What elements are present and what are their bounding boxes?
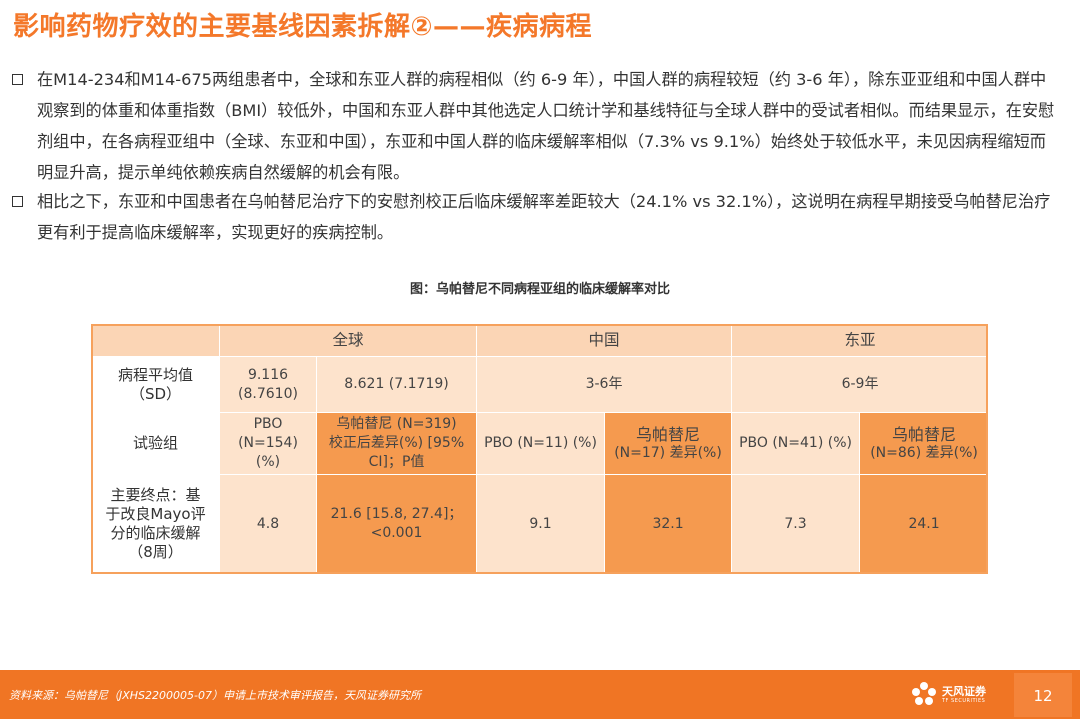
bullet-item: 相比之下，东亚和中国患者在乌帕替尼治疗下的安慰剂校正后临床缓解率差距较大（24.… — [12, 186, 1062, 248]
cell-line: (8.7610) — [238, 385, 298, 402]
logo-subtitle: TF SECURITIES — [942, 698, 986, 704]
cell-line: (N=17) 差异(%) — [614, 444, 722, 461]
figure-caption: 图：乌帕替尼不同病程亚组的临床缓解率对比 — [409, 282, 670, 297]
square-bullet-icon — [12, 74, 23, 85]
bullet-item: 在M14-234和M14-675两组患者中，全球和东亚人群的病程相似（约 6-9… — [12, 64, 1062, 188]
cell-china-upa-group: 乌帕替尼 (N=17) 差异(%) — [604, 412, 733, 475]
row-label-line: 主要终点：基 — [110, 486, 201, 504]
cell-ea-upa-group: 乌帕替尼 (N=86) 差异(%) — [859, 412, 990, 475]
table-row: 病程平均值 （SD） 9.116 (8.7610) 8.621 (7.1719)… — [91, 356, 990, 413]
cell-line: (N=86) 差异(%) — [870, 444, 978, 461]
cell-line: 校正后差异(%) [95% — [328, 435, 465, 451]
row-label-line: 于改良Mayo评 — [105, 505, 206, 523]
cell-line: CI]；P值 — [368, 454, 425, 470]
row-label-group: 试验组 — [91, 412, 220, 475]
cell-china-upa-endpoint: 32.1 — [604, 474, 733, 574]
cell-ea-upa-endpoint: 24.1 — [859, 474, 990, 574]
cell-global-upa-group: 乌帕替尼 (N=319) 校正后差异(%) [95% CI]；P值 — [315, 412, 478, 475]
page-number: 12 — [1014, 673, 1072, 717]
cell-china-pbo-endpoint: 9.1 — [476, 474, 606, 574]
header-corner-cell — [91, 324, 220, 357]
row-label-line: （SD） — [129, 384, 182, 403]
header-china: 中国 — [476, 324, 733, 357]
header-east-asia: 东亚 — [731, 324, 990, 357]
cell-ea-pbo-endpoint: 7.3 — [731, 474, 861, 574]
cell-global-pbo-duration: 9.116 (8.7610) — [219, 356, 317, 413]
comparison-table: 全球 中国 东亚 病程平均值 （SD） 9.116 (8.7610) 8.621… — [91, 324, 990, 574]
cell-line: 9.116 — [247, 366, 289, 383]
bullet-text: 相比之下，东亚和中国患者在乌帕替尼治疗下的安慰剂校正后临床缓解率差距较大（24.… — [37, 192, 1051, 242]
cell-china-duration: 3-6年 — [476, 356, 733, 413]
company-logo: 天风证券 TF SECURITIES — [910, 679, 1002, 711]
row-label-line: （8周） — [128, 543, 183, 561]
cell-line: <0.001 — [370, 525, 423, 541]
cell-global-upa-endpoint: 21.6 [15.8, 27.4]； <0.001 — [315, 474, 478, 574]
row-label-line: 病程平均值 — [117, 365, 193, 384]
footer-source: 资料来源：乌帕替尼（JXHS2200005-07）申请上市技术审评报告，天风证券… — [9, 689, 421, 702]
row-label-line: 分的临床缓解 — [110, 524, 201, 542]
table-row: 试验组 PBO (N=154) (%) 乌帕替尼 (N=319) 校正后差异(%… — [91, 412, 990, 475]
cell-line: 乌帕替尼 — [892, 424, 957, 444]
cell-line: (%) — [255, 454, 281, 470]
table-row: 主要终点：基 于改良Mayo评 分的临床缓解 （8周） 4.8 21.6 [15… — [91, 474, 990, 574]
slide-title: 影响药物疗效的主要基线因素拆解②——疾病病程 — [13, 12, 593, 42]
footer-bar: 资料来源：乌帕替尼（JXHS2200005-07）申请上市技术审评报告，天风证券… — [0, 670, 1080, 719]
square-bullet-icon — [12, 196, 23, 207]
cell-china-pbo-group: PBO (N=11) (%) — [476, 412, 606, 475]
tf-flower-icon — [912, 682, 936, 705]
cell-global-upa-duration: 8.621 (7.1719) — [315, 356, 478, 413]
cell-global-pbo-endpoint: 4.8 — [219, 474, 317, 574]
cell-global-pbo-group: PBO (N=154) (%) — [219, 412, 317, 475]
row-label-endpoint: 主要终点：基 于改良Mayo评 分的临床缓解 （8周） — [91, 474, 220, 574]
cell-ea-pbo-group: PBO (N=41) (%) — [731, 412, 861, 475]
header-global: 全球 — [218, 324, 478, 357]
cell-line: PBO — [253, 416, 283, 432]
row-label-duration: 病程平均值 （SD） — [91, 356, 220, 413]
logo-name: 天风证券 — [942, 685, 986, 698]
cell-line: (N=154) — [238, 435, 298, 451]
cell-east-asia-duration: 6-9年 — [731, 356, 990, 413]
cell-line: 乌帕替尼 — [636, 424, 701, 444]
bullet-text: 在M14-234和M14-675两组患者中，全球和东亚人群的病程相似（约 6-9… — [37, 70, 1055, 182]
cell-line: 21.6 [15.8, 27.4]； — [330, 506, 463, 522]
cell-line: 乌帕替尼 (N=319) — [336, 416, 457, 432]
table-header-row: 全球 中国 东亚 — [91, 324, 990, 357]
